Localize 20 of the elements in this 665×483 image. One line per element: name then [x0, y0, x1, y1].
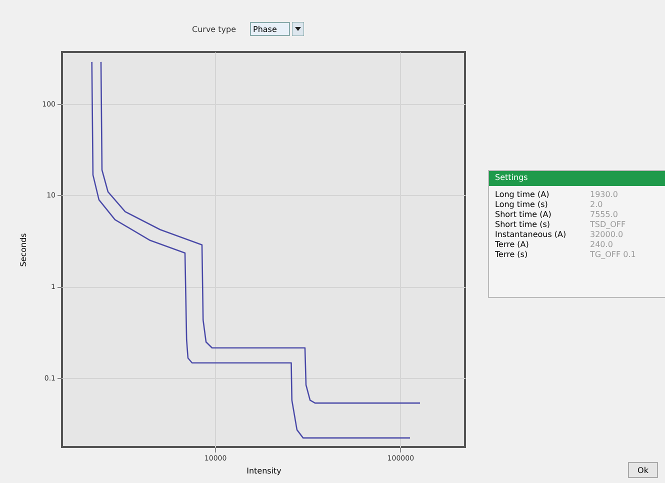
text: Phase [253, 25, 277, 34]
text: Ok [628, 462, 658, 478]
text: 1930.0 [590, 190, 619, 199]
text: Long time (A) [495, 190, 550, 199]
text: 2.0 [590, 200, 604, 209]
text: 7555.0 [590, 210, 619, 219]
text: Terre (A) [495, 240, 530, 249]
y-axis-title: Seconds [19, 233, 28, 267]
text: Long time (s) [495, 200, 549, 209]
text: Short time (s) [495, 220, 552, 229]
text: TSD_OFF [590, 220, 627, 229]
text: Curve type [192, 25, 236, 34]
text: 32000.0 [590, 230, 624, 239]
text: Settings [489, 171, 665, 186]
text: Terre (s) [495, 250, 529, 259]
text: TG_OFF 0.1 [590, 250, 637, 259]
text: Short time (A) [495, 210, 552, 219]
x-axis-title: Intensity [246, 466, 282, 476]
text: Instantaneous (A) [495, 230, 568, 239]
text: 240.0 [590, 240, 614, 249]
